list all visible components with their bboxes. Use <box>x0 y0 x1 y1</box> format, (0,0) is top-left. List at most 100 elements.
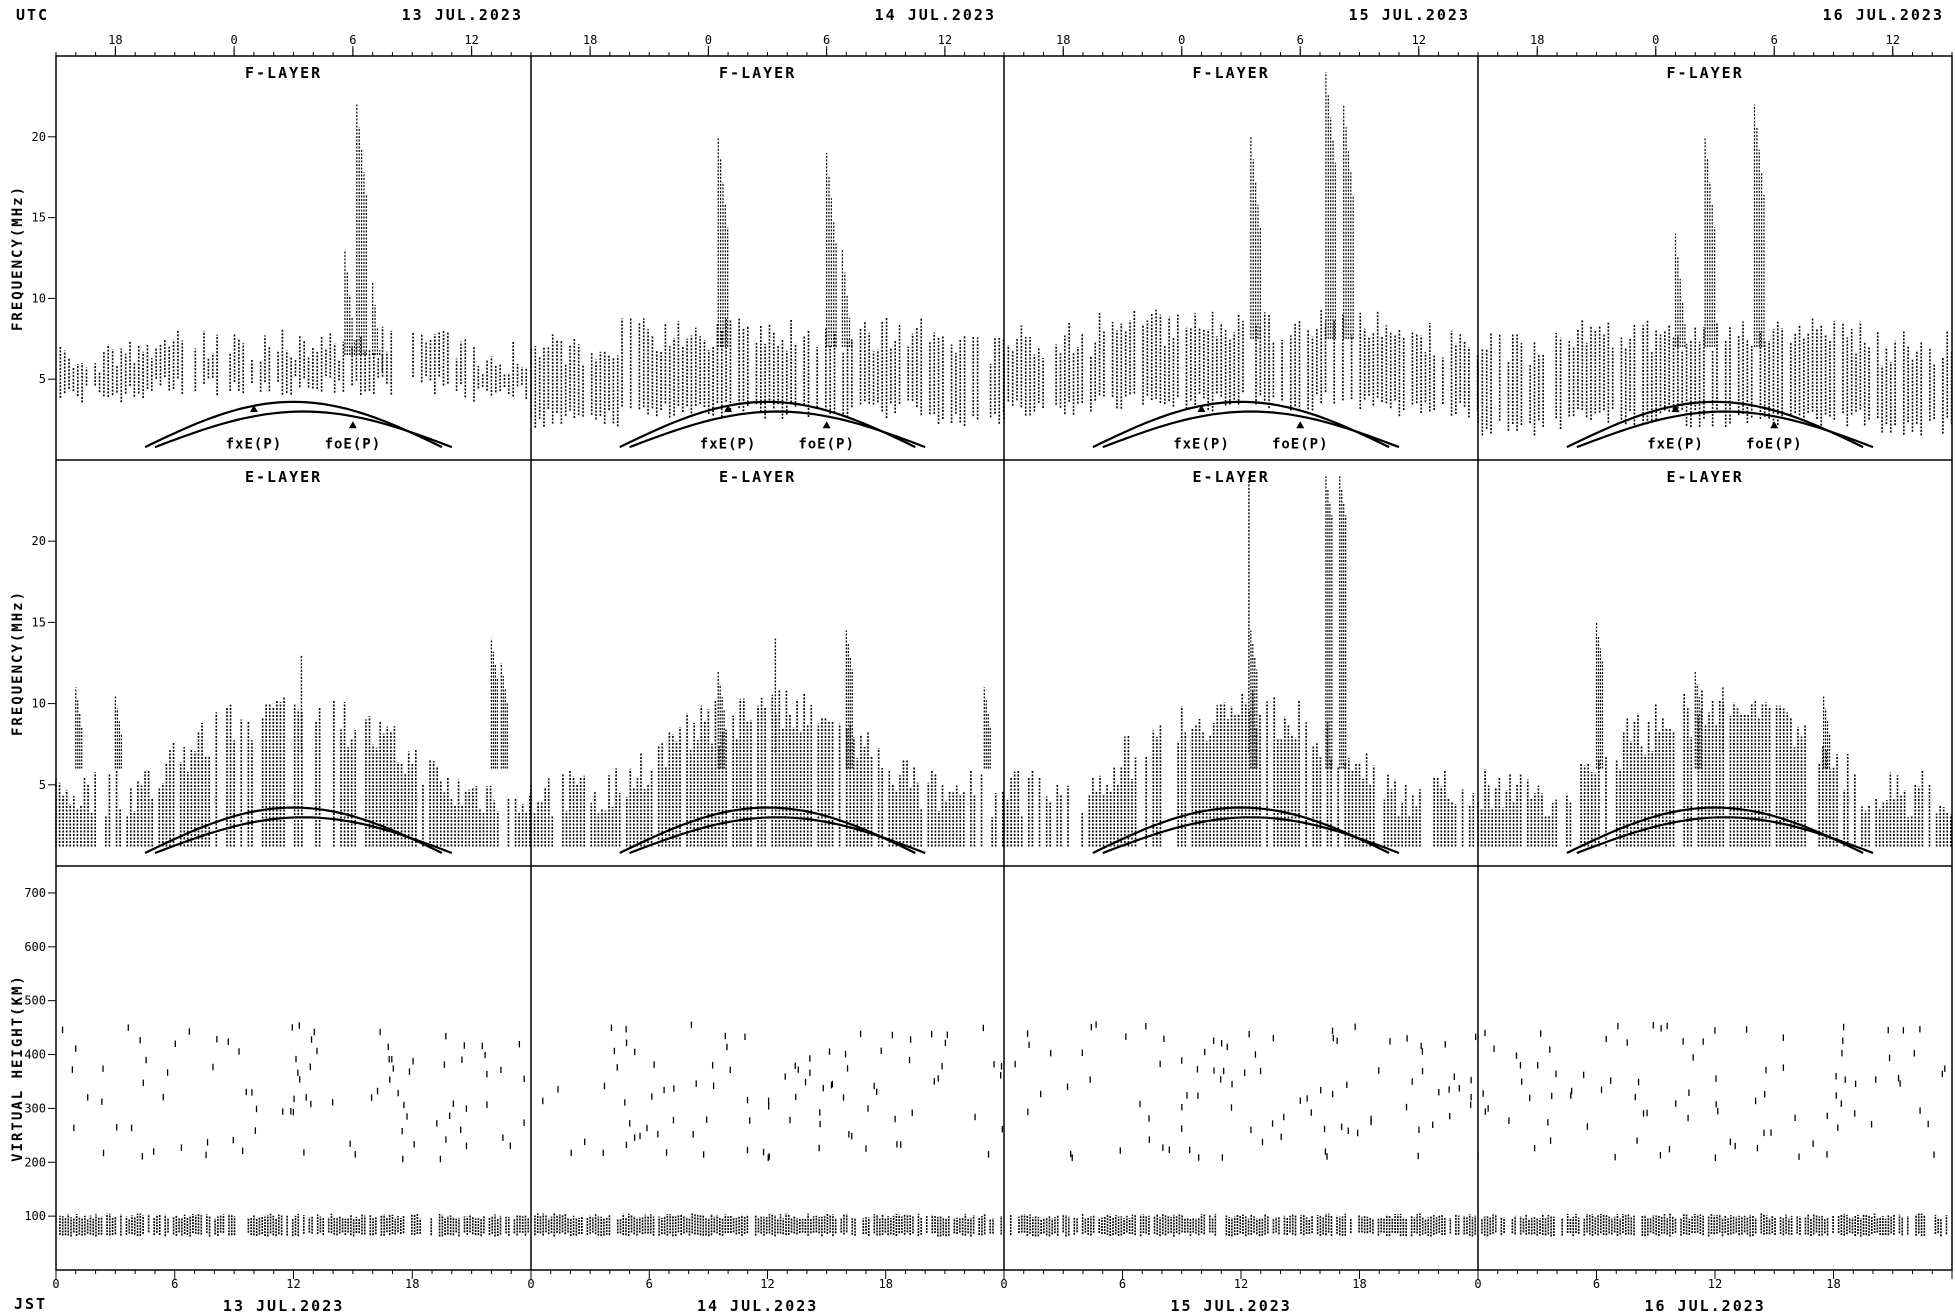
utc-tick-label: 6 <box>1771 33 1778 47</box>
jst-tick-label: 6 <box>1119 1277 1126 1291</box>
y-axis-label: VIRTUAL HEIGHT(KM) <box>10 974 26 1162</box>
jst-tick-label: 18 <box>405 1277 419 1291</box>
fxe-predicted-curve <box>1566 806 1864 854</box>
utc-corner-label: UTC <box>16 6 50 24</box>
y-tick-label: 700 <box>24 886 46 900</box>
foe-curve-label: foE(P) <box>325 436 382 452</box>
y-axis-label: FREQUENCY(MHz) <box>10 590 26 736</box>
y-tick-label: 400 <box>24 1048 46 1062</box>
jst-tick-label: 12 <box>760 1277 774 1291</box>
utc-tick-label: 18 <box>108 33 122 47</box>
utc-tick-label: 12 <box>1412 33 1426 47</box>
y-tick-label: 300 <box>24 1101 46 1115</box>
panel-label: F-LAYER <box>719 64 796 82</box>
panel-label: E-LAYER <box>1667 468 1744 486</box>
panel-label: E-LAYER <box>1193 468 1270 486</box>
jst-tick-label: 18 <box>879 1277 893 1291</box>
y-tick-label: 5 <box>39 372 46 386</box>
foe-predicted-curve <box>154 816 453 855</box>
utc-tick-label: 12 <box>464 33 478 47</box>
panel-label: E-LAYER <box>719 468 796 486</box>
utc-date-label: 15 JUL.2023 <box>1349 6 1470 24</box>
utc-tick-label: 6 <box>1297 33 1304 47</box>
data-marks <box>55 72 1953 1237</box>
fxe-marker <box>249 405 258 413</box>
fxe-curve-label: fxE(P) <box>700 436 757 452</box>
jst-tick-label: 12 <box>1234 1277 1248 1291</box>
utc-tick-label: 12 <box>1886 33 1900 47</box>
foe-curve-label: foE(P) <box>798 436 855 452</box>
y-tick-label: 15 <box>32 211 46 225</box>
y-tick-label: 100 <box>24 1209 46 1223</box>
foe-predicted-curve <box>154 410 453 449</box>
y-tick-label: 10 <box>32 697 46 711</box>
jst-tick-label: 0 <box>1000 1277 1007 1291</box>
jst-tick-label: 18 <box>1352 1277 1366 1291</box>
foe-predicted-curve <box>629 816 926 855</box>
y-tick-label: 15 <box>32 615 46 629</box>
jst-date-label: 14 JUL.2023 <box>697 1297 818 1315</box>
jst-tick-label: 18 <box>1826 1277 1840 1291</box>
foe-marker <box>1770 421 1779 429</box>
jst-tick-label: 12 <box>286 1277 300 1291</box>
y-tick-label: 5 <box>39 778 46 792</box>
fxe-marker <box>1197 405 1206 413</box>
jst-tick-label: 0 <box>1474 1277 1481 1291</box>
jst-tick-label: 6 <box>646 1277 653 1291</box>
utc-date-label: 16 JUL.2023 <box>1823 6 1944 24</box>
panel-label: F-LAYER <box>1667 64 1744 82</box>
jst-date-label: 13 JUL.2023 <box>223 1297 344 1315</box>
jst-tick-label: 6 <box>1593 1277 1600 1291</box>
utc-tick-label: 0 <box>1652 33 1659 47</box>
foe-marker <box>1296 421 1305 429</box>
foe-predicted-curve <box>629 410 926 449</box>
utc-tick-label: 6 <box>823 33 830 47</box>
jst-corner-label: JST <box>14 1295 48 1313</box>
utc-tick-label: 12 <box>938 33 952 47</box>
y-tick-label: 600 <box>24 940 46 954</box>
utc-date-label: 14 JUL.2023 <box>875 6 996 24</box>
fxe-curve-label: fxE(P) <box>1173 436 1230 452</box>
fxe-curve-label: fxE(P) <box>226 436 283 452</box>
foe-marker <box>348 421 357 429</box>
foe-predicted-curve <box>1102 410 1400 449</box>
fxe-curve-label: fxE(P) <box>1647 436 1704 452</box>
utc-tick-label: 0 <box>1178 33 1185 47</box>
utc-date-label: 13 JUL.2023 <box>402 6 523 24</box>
foe-predicted-curve <box>1576 816 1874 855</box>
fxe-predicted-curve <box>619 400 916 449</box>
jst-date-label: 15 JUL.2023 <box>1170 1297 1291 1315</box>
panel-label: F-LAYER <box>245 64 322 82</box>
fxe-predicted-curve <box>1092 400 1390 449</box>
utc-tick-label: 0 <box>231 33 238 47</box>
panel-label: F-LAYER <box>1193 64 1270 82</box>
jst-date-label: 16 JUL.2023 <box>1644 1297 1765 1315</box>
jst-tick-label: 6 <box>171 1277 178 1291</box>
foe-curve-label: foE(P) <box>1746 436 1803 452</box>
fxe-predicted-curve <box>144 400 443 449</box>
y-tick-label: 20 <box>32 130 46 144</box>
y-tick-label: 10 <box>32 291 46 305</box>
fxe-marker <box>1671 405 1680 413</box>
y-axis-label: FREQUENCY(MHz) <box>10 185 26 331</box>
utc-tick-label: 0 <box>705 33 712 47</box>
jst-tick-label: 0 <box>52 1277 59 1291</box>
foe-marker <box>822 421 831 429</box>
utc-tick-label: 18 <box>583 33 597 47</box>
fxe-predicted-curve <box>1566 400 1864 449</box>
fxe-marker <box>724 405 733 413</box>
utc-tick-label: 18 <box>1530 33 1544 47</box>
foe-predicted-curve <box>1576 410 1874 449</box>
foe-curve-label: foE(P) <box>1272 436 1329 452</box>
y-tick-label: 200 <box>24 1155 46 1169</box>
y-tick-label: 20 <box>32 534 46 548</box>
utc-tick-label: 6 <box>349 33 356 47</box>
panel-label: E-LAYER <box>245 468 322 486</box>
y-tick-label: 500 <box>24 994 46 1008</box>
fxe-predicted-curve <box>619 806 916 854</box>
utc-tick-label: 18 <box>1056 33 1070 47</box>
jst-tick-label: 12 <box>1708 1277 1722 1291</box>
fxe-predicted-curve <box>144 806 443 854</box>
fxe-predicted-curve <box>1092 806 1390 854</box>
